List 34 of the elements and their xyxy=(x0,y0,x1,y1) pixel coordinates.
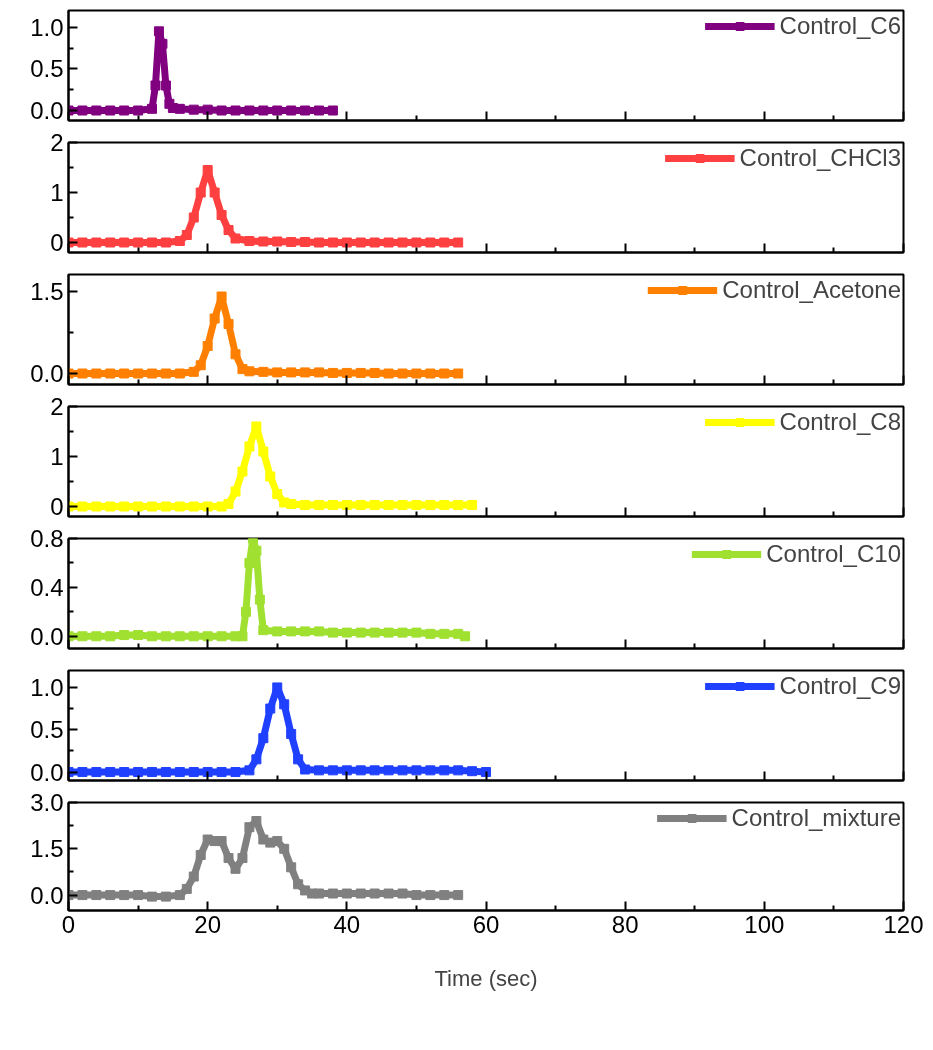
y-tick-label: 2 xyxy=(50,393,64,420)
x-tick-label: 120 xyxy=(883,910,924,938)
y-tick-label: 1 xyxy=(50,179,64,206)
y-tick-label: 1 xyxy=(50,443,64,470)
x-tick-label: 100 xyxy=(744,910,785,938)
x-tick-label: 60 xyxy=(472,910,500,938)
y-tick-label: 0.0 xyxy=(30,758,64,786)
y-tick-label: 0.5 xyxy=(30,716,64,744)
y-tick-label: 0.8 xyxy=(30,525,64,552)
legend-label: Control_mixture xyxy=(731,804,901,832)
y-tick-label: 1.5 xyxy=(30,277,64,305)
legend-label: Control_Acetone xyxy=(722,276,901,304)
y-tick-label: 1.0 xyxy=(30,13,64,41)
y-tick-label: 2 xyxy=(50,129,64,156)
x-tick-label: 20 xyxy=(194,910,222,938)
y-tick-label: 1.5 xyxy=(30,835,64,863)
y-tick-label: 0.0 xyxy=(30,97,64,124)
legend-label: Control_CHCl3 xyxy=(739,144,901,172)
y-tick-label: 0.0 xyxy=(30,881,64,909)
y-tick-label: 0 xyxy=(50,493,64,520)
y-tick-label: 0.0 xyxy=(30,360,64,387)
legend-label: Control_C10 xyxy=(766,540,901,568)
y-tick-label: 1.0 xyxy=(30,673,64,701)
legend-label: Control_C9 xyxy=(779,672,901,700)
x-tick-label: 40 xyxy=(333,910,361,938)
y-tick-label: 0.4 xyxy=(30,573,64,601)
y-tick-label: 0.0 xyxy=(30,622,64,650)
y-tick-label: 0.5 xyxy=(30,55,64,83)
y-tick-label: 0 xyxy=(50,229,64,256)
x-axis-title: Time (sec) xyxy=(434,965,538,991)
legend-label: Control_C6 xyxy=(779,12,901,40)
y-tick-label: 3.0 xyxy=(30,789,64,816)
legend-label: Control_C8 xyxy=(779,408,901,436)
x-tick-label: 80 xyxy=(611,910,639,938)
